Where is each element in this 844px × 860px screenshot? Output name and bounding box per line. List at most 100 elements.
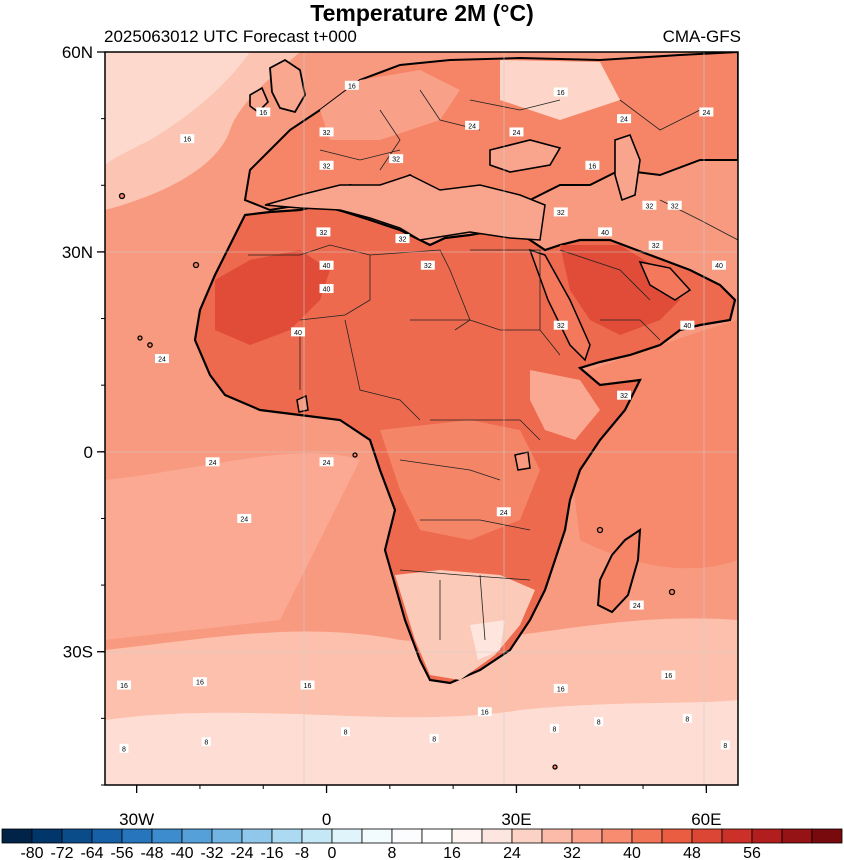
colorbar-tick-label: -16	[260, 845, 283, 860]
indian-ocean-warm	[560, 320, 738, 569]
lon-tick-label: 30W	[119, 810, 154, 829]
colorbar-swatch	[601, 828, 633, 844]
contour-label-bg	[319, 127, 334, 137]
contour-label-bg	[712, 260, 727, 270]
red-sea	[528, 248, 591, 362]
contour-label: 24	[158, 357, 166, 364]
contour-label: 40	[683, 323, 691, 330]
lon-tick-label: 30E	[501, 810, 531, 829]
contour-label: 24	[468, 123, 476, 130]
contour-label: 24	[620, 117, 628, 124]
contour-label-bg	[496, 507, 511, 517]
colorbar-tick-label: 8	[388, 845, 397, 860]
lon-tick-label: 60E	[691, 810, 721, 829]
contour-label: 24	[323, 460, 331, 467]
contour-label-bg	[319, 284, 334, 294]
contour-label-bg	[509, 127, 524, 137]
contour-label: 32	[392, 157, 400, 164]
contour-label: 32	[557, 210, 565, 217]
contour-label: 24	[500, 510, 508, 517]
contour-label-bg	[598, 227, 613, 237]
colorbar-tick-label: -8	[295, 845, 309, 860]
lat-tick-label: 0	[84, 443, 93, 462]
contour-label-bg	[319, 457, 334, 467]
contour-label-bg	[319, 160, 334, 170]
colorbar-swatch	[331, 828, 363, 844]
contour-label: 32	[620, 393, 628, 400]
latitude-axis: 60N 30N 0 30S	[62, 43, 105, 786]
graticule	[105, 52, 738, 785]
colorbar-tick-label: 40	[623, 845, 641, 860]
colorbar-swatch	[781, 828, 813, 844]
lon-tick-label: 0	[322, 810, 331, 829]
colorbar-swatch	[361, 828, 393, 844]
colorbar-swatch	[121, 828, 153, 844]
colorbar-tick-label: -40	[170, 845, 193, 860]
contour-label: 32	[652, 243, 660, 250]
colorbar-swatch	[391, 828, 423, 844]
colorbar-swatch	[241, 828, 273, 844]
contour-label-bg	[116, 680, 131, 690]
colorbar-tick-label: 0	[328, 845, 337, 860]
contour-label-bg	[642, 200, 657, 210]
contour-label-bg	[667, 200, 682, 210]
south-africa-highveld	[470, 620, 505, 660]
contour-label: 16	[304, 683, 312, 690]
contour-label-bg	[617, 114, 632, 124]
contour-label: 16	[589, 163, 597, 170]
map-plot-area: 16 16 16 16 24 24 24 24 32 32 32 32 16 32 32 32 32 32 40 40…	[105, 52, 738, 785]
colorbar-swatch	[721, 828, 753, 844]
south-atlantic-band	[105, 453, 360, 640]
colorbar-swatch	[301, 828, 333, 844]
contour-label: 32	[323, 163, 331, 170]
contour-label-bg	[720, 740, 730, 750]
colorbar-swatch	[511, 828, 543, 844]
southern-africa-cool-zone	[395, 570, 535, 680]
colorbar-swatch	[211, 828, 243, 844]
colorbar-swatch	[751, 828, 783, 844]
ethiopian-highlands	[530, 370, 600, 440]
contour-label-bg	[256, 107, 271, 117]
colorbar-swatch	[151, 828, 183, 844]
colorbar: -80 -72 -64 -56 -48 -40 -32 -24 -16 -8 0 8 16 24 32 40 4…	[1, 828, 843, 860]
contour-label: 32	[671, 203, 679, 210]
contour-label-bg	[661, 670, 676, 680]
contour-label: 8	[552, 726, 556, 733]
colorbar-tick-label: 24	[503, 845, 521, 860]
contour-label: 32	[323, 130, 331, 137]
contour-label-bg	[585, 160, 600, 170]
colorbar-tick-label: 56	[743, 845, 761, 860]
contour-label-bg	[237, 513, 252, 523]
colorbar-swatch	[631, 828, 663, 844]
contour-label-bg	[420, 260, 435, 270]
contour-label: 8	[204, 740, 208, 747]
contour-label-bg	[180, 134, 195, 144]
contour-label: 8	[122, 746, 126, 753]
colorbar-swatch	[1, 828, 33, 844]
longitude-axis: 30W 0 30E 60E	[119, 785, 721, 829]
contour-label: 8	[597, 720, 601, 727]
contour-label: 32	[319, 230, 327, 237]
southern-ocean-band-8	[105, 700, 738, 785]
mediterranean-sea	[264, 174, 546, 241]
colorbar-swatch	[91, 828, 123, 844]
contour-label: 16	[259, 110, 267, 117]
contour-label: 16	[557, 686, 565, 693]
contour-label: 24	[702, 110, 710, 117]
contour-labels: 16 16 16 16 24 24 24 24 32 32 32 32 16 32 32 32 32 32 40 40…	[116, 80, 730, 753]
madagascar	[596, 528, 642, 614]
contour-label: 8	[685, 716, 689, 723]
contour-label: 40	[294, 330, 302, 337]
north-atlantic-coolest-zone	[105, 52, 250, 165]
lake-volta	[296, 394, 309, 413]
contour-label-bg	[629, 600, 644, 610]
colorbar-tick-label: -56	[110, 845, 133, 860]
contour-label: 40	[323, 263, 331, 270]
contour-label-bg	[553, 87, 568, 97]
contour-label-bg	[682, 713, 692, 723]
contour-label: 8	[723, 743, 727, 750]
country-borders	[248, 89, 738, 641]
colorbar-tick-label: -24	[230, 845, 253, 860]
colorbar-swatch	[421, 828, 453, 844]
